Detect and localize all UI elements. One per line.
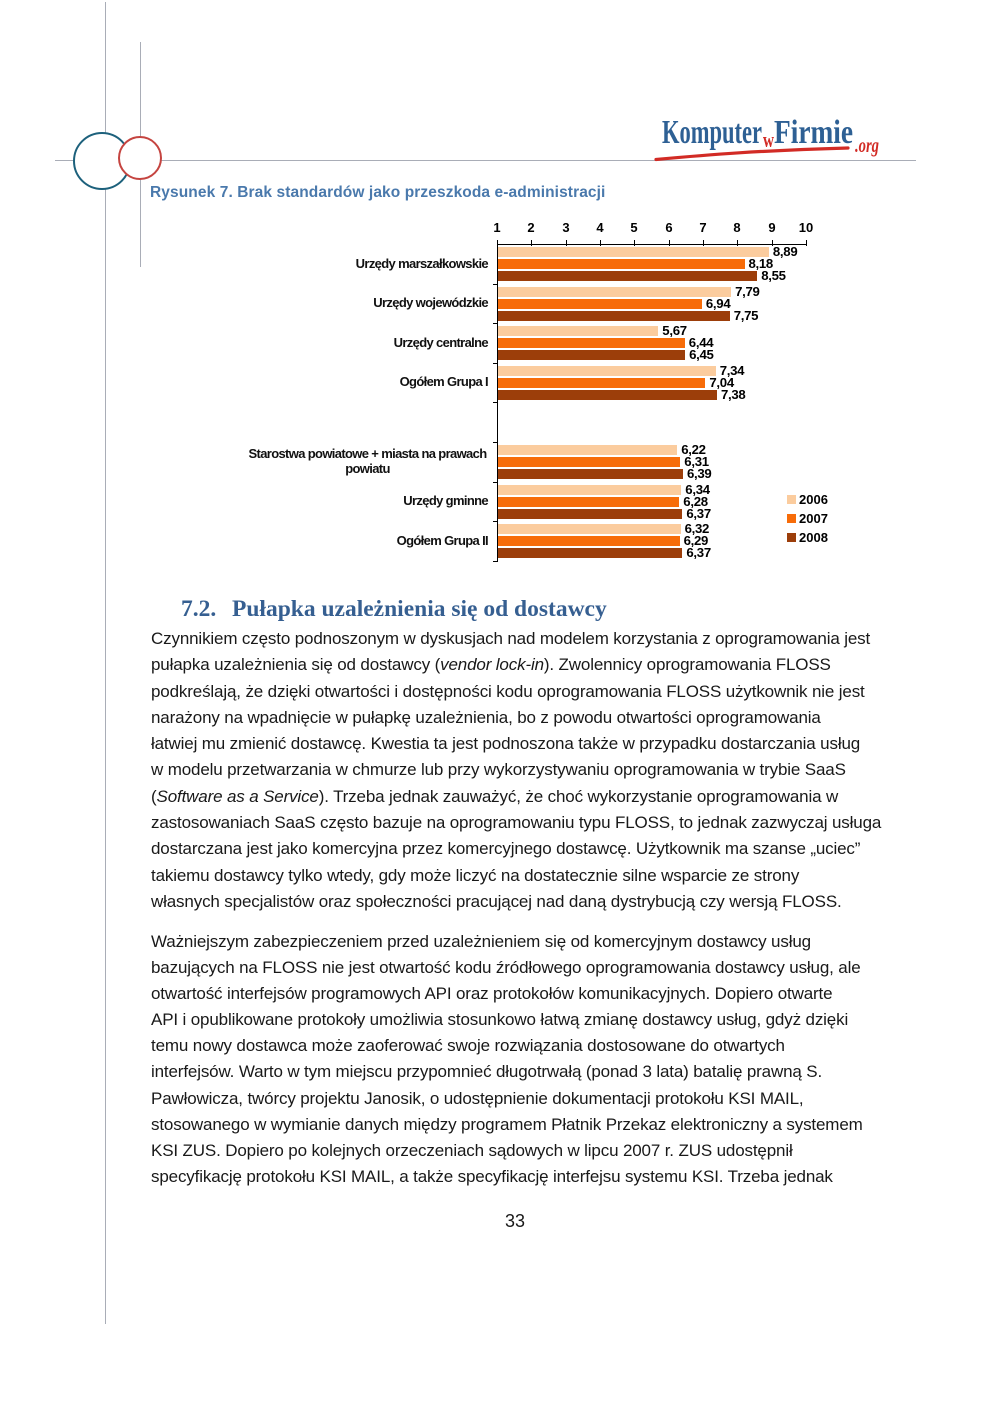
svg-text:.org: .org bbox=[855, 135, 879, 157]
svg-text:w: w bbox=[763, 127, 774, 152]
svg-text:Firmie: Firmie bbox=[774, 114, 853, 151]
svg-text:Komputer: Komputer bbox=[662, 114, 762, 151]
